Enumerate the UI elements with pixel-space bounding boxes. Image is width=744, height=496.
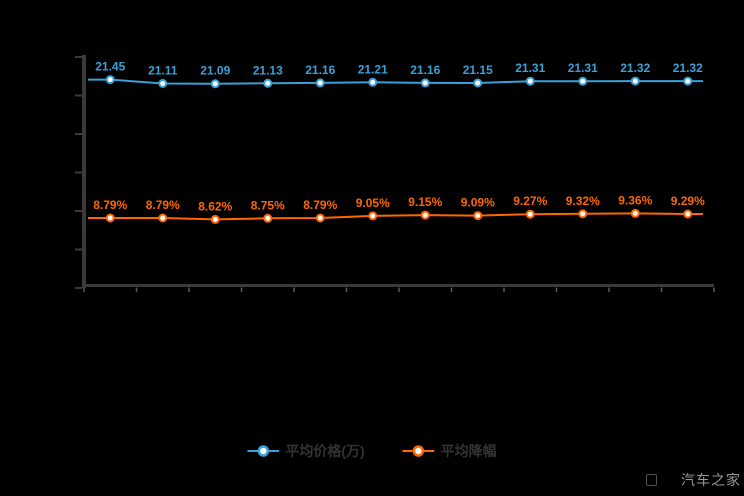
price-data-point[interactable] [315, 78, 325, 88]
discount-data-label: 9.32% [566, 194, 600, 208]
price-data-label: 21.13 [253, 63, 283, 77]
y-axis [82, 55, 86, 288]
discount-data-point[interactable] [525, 209, 535, 219]
discount-data-point[interactable] [158, 213, 168, 223]
price-data-label: 21.31 [515, 61, 545, 75]
discount-data-point[interactable] [683, 209, 693, 219]
price-data-label: 21.21 [358, 62, 388, 76]
discount-data-point[interactable] [263, 213, 273, 223]
price-data-point[interactable] [473, 78, 483, 88]
price-data-point[interactable] [263, 78, 273, 88]
price-data-label: 21.32 [673, 61, 703, 75]
discount-data-label: 9.15% [408, 195, 442, 209]
x-axis [82, 284, 714, 287]
price-data-point[interactable] [525, 76, 535, 86]
watermark-text: 汽车之家 [681, 472, 741, 488]
discount-data-point[interactable] [315, 213, 325, 223]
price-series-marker-icon [247, 444, 280, 458]
price-data-point[interactable] [630, 76, 640, 86]
price-data-label: 21.16 [410, 63, 440, 77]
autohome-logo-icon [646, 474, 657, 486]
price-data-label: 21.11 [148, 64, 178, 78]
watermark: 汽车之家 [646, 470, 741, 490]
legend-item-avg-discount[interactable]: 平均降幅 [402, 441, 497, 461]
price-trend-chart: 21.45 21.11 21.09 21.13 21.16 21.21 21.16 21.15… [75, 55, 715, 292]
discount-data-label: 9.29% [671, 194, 705, 208]
discount-data-point[interactable] [210, 214, 220, 224]
legend-label-avg-price: 平均价格(万) [285, 443, 365, 459]
discount-data-point[interactable] [578, 209, 588, 219]
discount-data-label: 8.79% [93, 198, 127, 212]
price-data-label: 21.45 [95, 60, 125, 74]
price-data-label: 21.09 [200, 64, 230, 78]
discount-series-marker-icon [402, 444, 435, 458]
discount-data-label: 9.36% [618, 193, 652, 207]
discount-data-label: 9.05% [356, 196, 390, 210]
price-data-point[interactable] [105, 75, 115, 85]
price-data-label: 21.15 [463, 63, 493, 77]
discount-data-point[interactable] [473, 211, 483, 221]
legend-label-avg-discount: 平均降幅 [440, 443, 497, 459]
legend-item-avg-price[interactable]: 平均价格(万) [247, 441, 365, 461]
price-data-label: 21.32 [620, 61, 650, 75]
price-data-label: 21.31 [568, 61, 598, 75]
discount-data-point[interactable] [105, 213, 115, 223]
discount-data-label: 9.09% [461, 196, 495, 210]
discount-data-point[interactable] [420, 210, 430, 220]
discount-data-label: 8.79% [303, 198, 337, 212]
price-data-point[interactable] [210, 79, 220, 89]
price-data-point[interactable] [158, 79, 168, 88]
discount-data-label: 9.27% [513, 194, 547, 208]
price-series-line [88, 78, 703, 85]
discount-data-label: 8.79% [146, 198, 180, 212]
discount-data-label: 8.75% [251, 198, 285, 212]
discount-data-point[interactable] [368, 211, 378, 221]
price-data-point[interactable] [578, 76, 588, 86]
discount-series-line [88, 212, 703, 221]
price-data-point[interactable] [368, 77, 378, 87]
chart-legend: 平均价格(万) 平均降幅 [247, 441, 497, 461]
price-data-point[interactable] [420, 78, 430, 88]
price-data-point[interactable] [683, 76, 693, 86]
discount-data-label: 8.62% [198, 199, 232, 213]
price-data-label: 21.16 [305, 63, 335, 77]
discount-data-point[interactable] [630, 208, 640, 218]
